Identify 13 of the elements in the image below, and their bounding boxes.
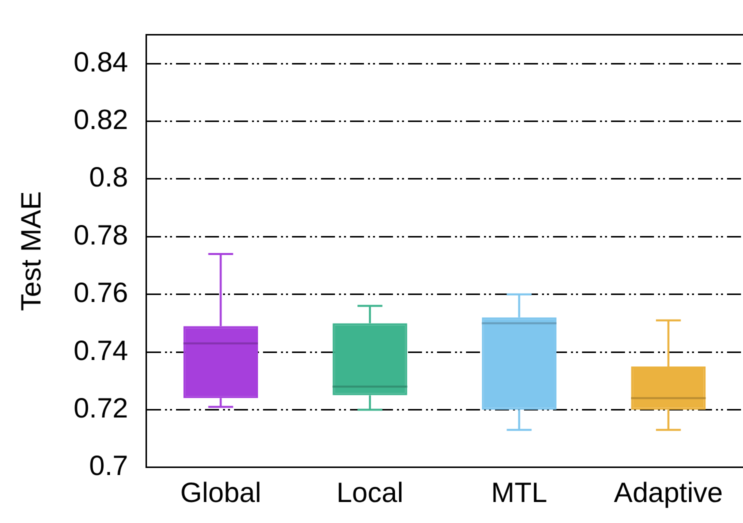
y-tick-label: 0.8: [89, 162, 128, 193]
x-tick-label: Global: [180, 476, 262, 508]
y-tick-label: 0.7: [89, 450, 128, 482]
y-tick-label: 0.74: [74, 334, 128, 366]
y-tick-label: 0.84: [74, 46, 128, 78]
y-tick-label: 0.72: [74, 392, 128, 424]
x-tick-label: MTL: [491, 476, 548, 508]
y-tick-label: 0.76: [74, 277, 128, 308]
y-axis-title: Test MAE: [16, 191, 47, 312]
x-tick-label: Local: [336, 476, 404, 508]
y-tick-label: 0.78: [74, 219, 128, 250]
y-tick-label: 0.82: [74, 104, 128, 136]
x-tick-label: Adaptive: [614, 476, 723, 508]
